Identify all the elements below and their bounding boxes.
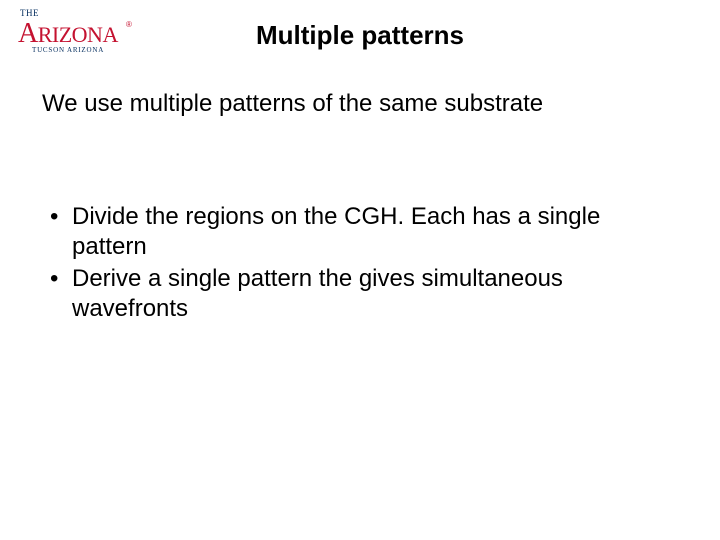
- bullet-item: Divide the regions on the CGH. Each has …: [42, 202, 678, 262]
- logo-the: THE: [20, 8, 39, 18]
- slide-intro-text: We use multiple patterns of the same sub…: [42, 88, 678, 119]
- bullet-item: Derive a single pattern the gives simult…: [42, 264, 678, 324]
- slide-bullet-list: Divide the regions on the CGH. Each has …: [42, 202, 678, 326]
- slide-title: Multiple patterns: [0, 20, 720, 51]
